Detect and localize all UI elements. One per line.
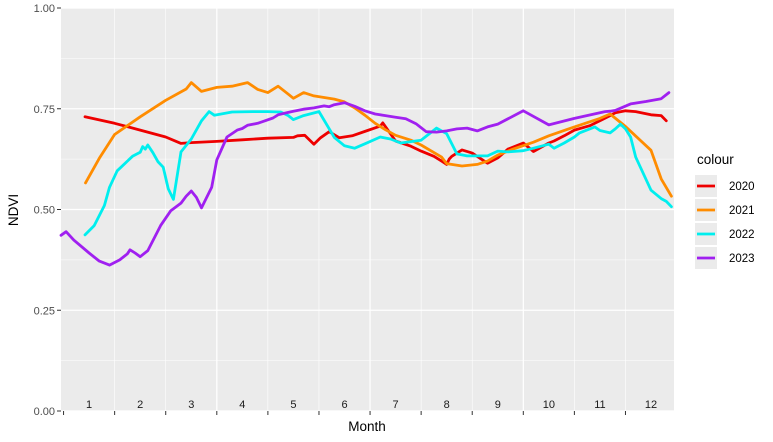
legend: colour 2020 2021 2022 2023 [695,152,755,269]
month-label: 4 [239,399,245,411]
month-label: 8 [444,399,450,411]
series-line-2020 [83,109,668,166]
month-label: 3 [188,399,194,411]
series-line-2022 [83,110,673,237]
series-lines [59,81,673,267]
legend-label-2023: 2023 [729,253,755,265]
y-axis: 0.00 0.25 0.50 0.75 1.00 [34,3,61,418]
month-label: 1 [86,399,92,411]
y-tick-label: 0.75 [34,104,55,116]
month-label: 7 [393,399,399,411]
month-label: 6 [341,399,347,411]
x-axis-title: Month [348,419,386,434]
legend-label-2020: 2020 [729,181,755,193]
month-labels: 1 2 3 4 5 6 7 8 9 10 11 12 [86,399,657,411]
series-line-2021 [84,81,673,198]
x-axis [63,411,626,415]
series-line-2023 [59,91,671,267]
legend-title: colour [697,152,734,167]
month-label: 11 [594,399,605,411]
month-label: 10 [543,399,555,411]
y-tick-label: 0.50 [34,205,55,217]
y-tick-label: 1.00 [34,3,55,15]
y-tick-label: 0.25 [34,305,55,317]
month-label: 12 [645,399,657,411]
y-tick-label: 0.00 [34,406,55,418]
y-axis-title: NDVI [6,194,21,226]
month-label: 9 [495,399,501,411]
grid-major [61,7,674,412]
legend-label-2021: 2021 [729,205,755,217]
legend-label-2022: 2022 [729,229,755,241]
month-label: 2 [137,399,143,411]
month-label: 5 [290,399,296,411]
